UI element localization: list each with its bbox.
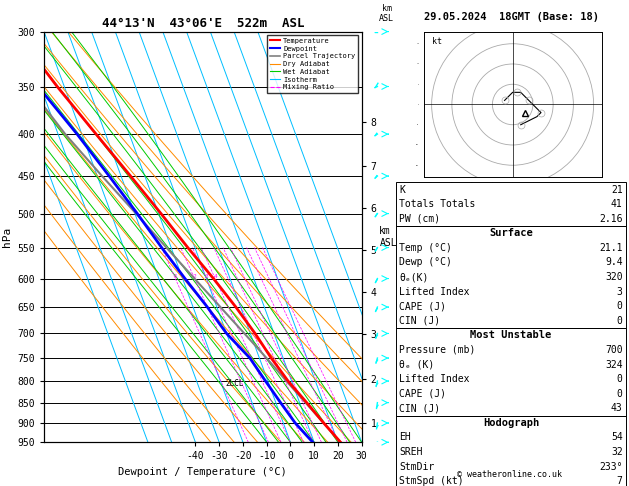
Title: 44°13'N  43°06'E  522m  ASL: 44°13'N 43°06'E 522m ASL [102,17,304,31]
Text: 54: 54 [611,433,623,442]
Text: K: K [399,185,405,194]
Text: StmSpd (kt): StmSpd (kt) [399,476,464,486]
Text: 2: 2 [192,274,196,278]
Text: EH: EH [399,433,411,442]
Text: 2LCL: 2LCL [226,379,244,388]
Text: 320: 320 [605,272,623,282]
Text: 2.16: 2.16 [599,214,623,224]
Text: 41: 41 [611,199,623,209]
Text: kt: kt [431,37,442,46]
Text: CIN (J): CIN (J) [399,403,440,413]
Text: Surface: Surface [489,228,533,238]
Text: 21.1: 21.1 [599,243,623,253]
Text: 700: 700 [605,345,623,355]
Text: 324: 324 [605,360,623,369]
Text: CIN (J): CIN (J) [399,316,440,326]
Text: 3: 3 [617,287,623,296]
Text: Hodograph: Hodograph [483,418,539,428]
Text: 29.05.2024  18GMT (Base: 18): 29.05.2024 18GMT (Base: 18) [423,12,599,22]
Text: CAPE (J): CAPE (J) [399,389,447,399]
Text: PW (cm): PW (cm) [399,214,440,224]
Text: km
ASL: km ASL [379,4,394,23]
Text: 3: 3 [204,274,208,278]
Text: Dewp (°C): Dewp (°C) [399,258,452,267]
Text: θₑ (K): θₑ (K) [399,360,435,369]
Text: 0: 0 [617,316,623,326]
Y-axis label: hPa: hPa [2,227,12,247]
X-axis label: Dewpoint / Temperature (°C): Dewpoint / Temperature (°C) [118,467,287,477]
Text: 4: 4 [213,274,217,278]
Text: 0: 0 [617,389,623,399]
Text: 9.4: 9.4 [605,258,623,267]
Text: Totals Totals: Totals Totals [399,199,476,209]
Text: CAPE (J): CAPE (J) [399,301,447,311]
Text: Pressure (mb): Pressure (mb) [399,345,476,355]
Text: StmDir: StmDir [399,462,435,471]
Text: 43: 43 [611,403,623,413]
Text: Temp (°C): Temp (°C) [399,243,452,253]
Y-axis label: km
ASL: km ASL [379,226,397,248]
Text: 7: 7 [617,476,623,486]
Text: 0: 0 [617,374,623,384]
Text: 1: 1 [174,274,177,278]
Text: 32: 32 [611,447,623,457]
Text: 0: 0 [617,301,623,311]
Text: Lifted Index: Lifted Index [399,374,470,384]
Text: Most Unstable: Most Unstable [470,330,552,340]
Text: SREH: SREH [399,447,423,457]
Text: θₑ(K): θₑ(K) [399,272,429,282]
Text: Lifted Index: Lifted Index [399,287,470,296]
Legend: Temperature, Dewpoint, Parcel Trajectory, Dry Adiabat, Wet Adiabat, Isotherm, Mi: Temperature, Dewpoint, Parcel Trajectory… [267,35,358,93]
Text: © weatheronline.co.uk: © weatheronline.co.uk [457,469,562,479]
Text: 233°: 233° [599,462,623,471]
Text: 21: 21 [611,185,623,194]
